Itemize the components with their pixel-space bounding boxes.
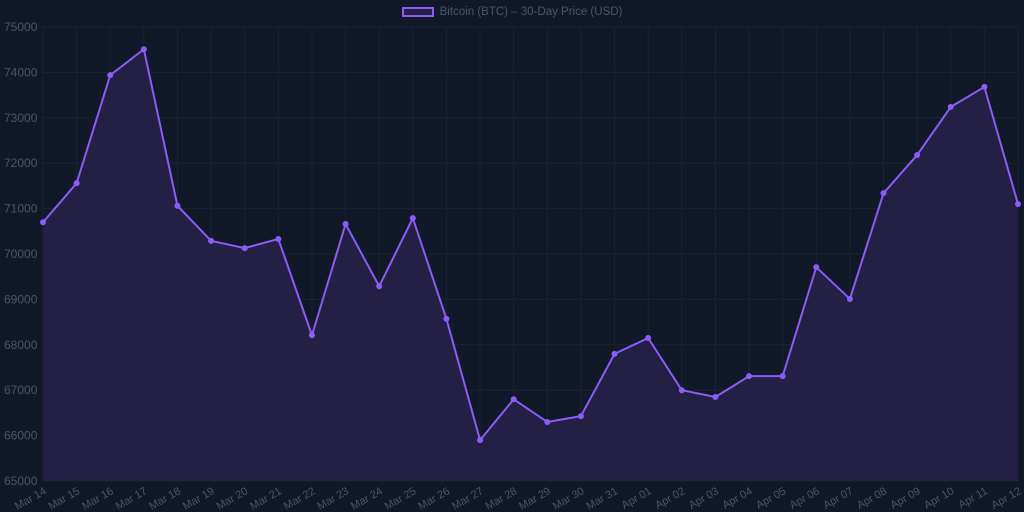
x-tick-label: Mar 27: [450, 485, 486, 512]
data-point[interactable]: [746, 373, 753, 380]
x-tick-label: Apr 10: [922, 485, 956, 512]
x-tick-label: Apr 02: [653, 485, 687, 512]
data-point[interactable]: [275, 236, 282, 243]
x-tick-label: Mar 31: [584, 485, 620, 512]
data-point[interactable]: [981, 83, 988, 90]
data-point[interactable]: [73, 180, 80, 187]
x-tick-label: Mar 18: [147, 485, 183, 512]
data-point[interactable]: [544, 418, 551, 425]
data-point[interactable]: [443, 315, 450, 322]
data-point[interactable]: [174, 202, 181, 209]
x-tick-label: Apr 04: [720, 485, 754, 512]
x-tick-label: Apr 08: [855, 485, 889, 512]
x-tick-label: Mar 28: [484, 485, 520, 512]
y-tick-label: 73000: [4, 111, 38, 125]
y-tick-label: 65000: [4, 474, 38, 488]
y-tick-label: 66000: [4, 429, 38, 443]
data-point[interactable]: [376, 283, 383, 290]
x-tick-label: Apr 09: [889, 485, 923, 512]
x-tick-label: Mar 25: [383, 485, 419, 512]
x-tick-label: Mar 20: [215, 485, 251, 512]
x-tick-label: Mar 16: [80, 485, 116, 512]
x-tick-label: Apr 01: [620, 485, 654, 512]
x-tick-label: Apr 11: [957, 485, 990, 511]
data-point[interactable]: [712, 394, 719, 401]
x-tick-label: Mar 14: [13, 485, 49, 512]
legend-swatch-btc[interactable]: [401, 7, 434, 17]
y-tick-label: 74000: [4, 65, 38, 79]
price-line: [42, 48, 1019, 442]
x-tick-label: Apr 06: [788, 485, 822, 512]
legend-label-btc: Bitcoin (BTC) – 30-Day Price (USD): [439, 6, 623, 18]
data-point[interactable]: [645, 334, 652, 341]
area-fill: [43, 49, 1018, 481]
x-tick-label: Apr 12: [989, 485, 1023, 512]
data-point[interactable]: [611, 350, 618, 357]
data-point[interactable]: [342, 221, 349, 228]
data-point[interactable]: [107, 72, 114, 79]
y-tick-label: 70000: [4, 247, 38, 261]
y-tick-label: 71000: [4, 202, 38, 216]
x-tick-label: Mar 15: [46, 485, 82, 512]
x-tick-label: Mar 30: [551, 485, 587, 512]
data-point[interactable]: [880, 190, 887, 197]
data-point[interactable]: [208, 237, 215, 244]
data-point[interactable]: [477, 437, 484, 444]
x-tick-label: Mar 21: [248, 485, 284, 512]
x-tick-label: Mar 17: [114, 485, 150, 512]
x-tick-label: Apr 03: [687, 485, 721, 512]
x-tick-label: Mar 26: [416, 485, 452, 512]
data-point[interactable]: [40, 219, 46, 226]
data-point[interactable]: [947, 103, 954, 110]
data-point[interactable]: [914, 152, 921, 159]
x-tick-label: Mar 23: [315, 485, 351, 512]
x-tick-label: Mar 24: [349, 485, 385, 512]
data-point[interactable]: [409, 215, 416, 222]
x-tick-label: Mar 29: [517, 485, 553, 512]
data-point[interactable]: [779, 373, 786, 380]
x-tick-label: Apr 05: [754, 485, 788, 512]
data-point[interactable]: [678, 387, 685, 394]
chart-legend: Bitcoin (BTC) – 30-Day Price (USD): [0, 6, 1024, 18]
data-point[interactable]: [308, 332, 315, 339]
data-point[interactable]: [241, 245, 248, 252]
y-tick-label: 67000: [4, 383, 38, 397]
y-tick-label: 69000: [4, 292, 38, 306]
data-point[interactable]: [140, 46, 147, 53]
y-tick-label: 72000: [4, 156, 38, 170]
y-tick-label: 75000: [4, 20, 38, 34]
data-point[interactable]: [577, 413, 584, 420]
data-point[interactable]: [846, 295, 853, 302]
x-tick-label: Mar 19: [181, 485, 217, 512]
data-point[interactable]: [510, 396, 517, 403]
x-tick-label: Apr 07: [821, 485, 855, 512]
data-point[interactable]: [1015, 201, 1021, 208]
x-tick-label: Mar 22: [282, 485, 318, 512]
y-tick-label: 68000: [4, 338, 38, 352]
data-point[interactable]: [813, 264, 820, 271]
